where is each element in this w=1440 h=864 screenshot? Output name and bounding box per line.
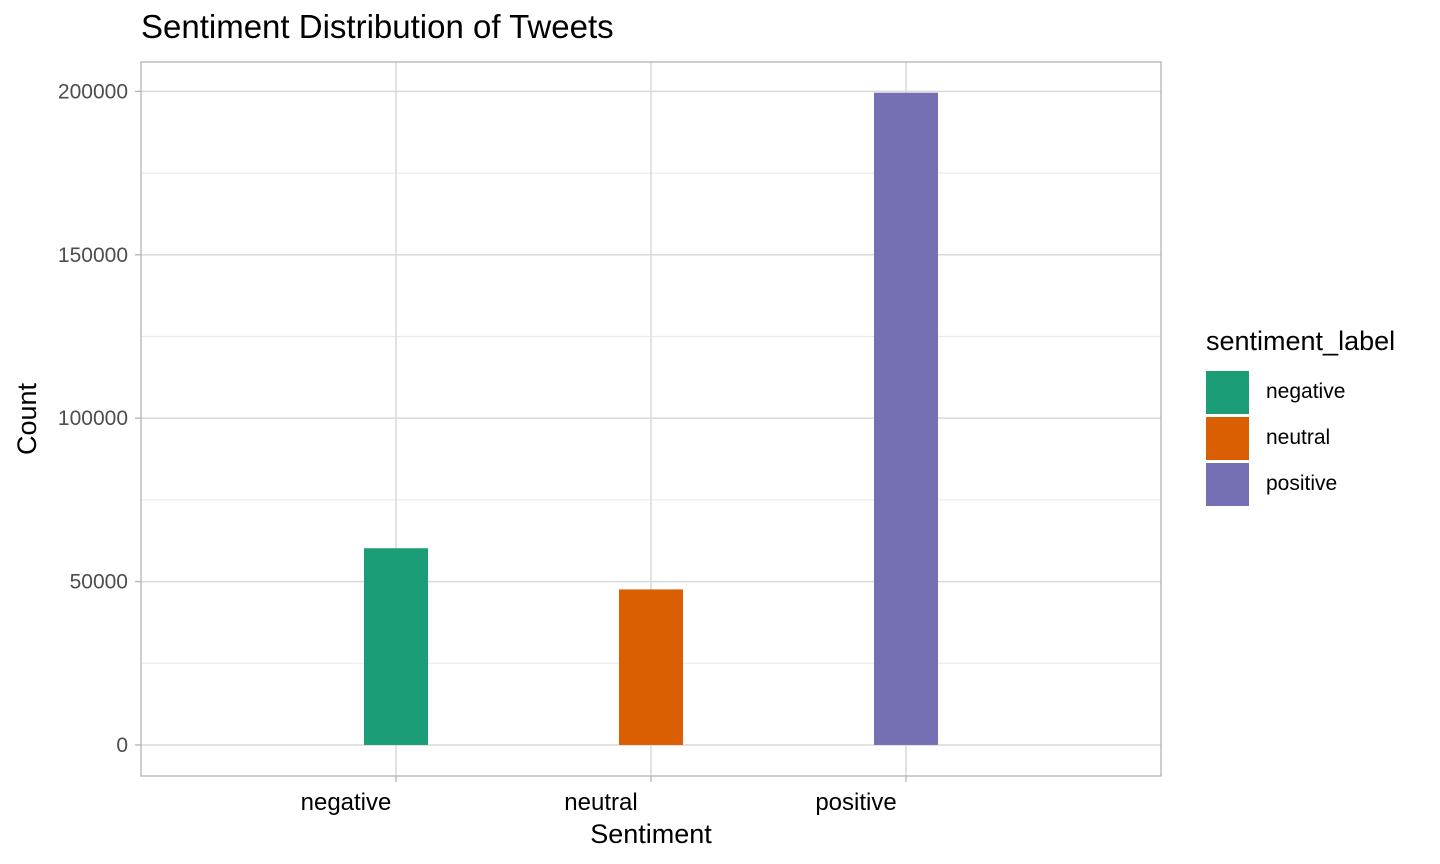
legend-swatch-neutral (1206, 416, 1249, 460)
x-tick-label: positive (815, 789, 896, 816)
y-tick-label: 100000 (58, 407, 128, 430)
legend-label-neutral: neutral (1266, 426, 1331, 449)
legend-item-negative: negative (1206, 369, 1395, 415)
axes: 0 50000 100000 150000 200000 negative neutral p… (58, 80, 907, 816)
chart-title: Sentiment Distribution of Tweets (141, 8, 614, 45)
legend-label-positive: positive (1266, 472, 1338, 495)
x-tick-label: negative (301, 789, 392, 816)
x-axis-title: Sentiment (590, 819, 712, 849)
bar-neutral (619, 589, 683, 745)
legend-swatch-negative (1206, 370, 1249, 414)
bar-positive (874, 92, 938, 745)
bars (364, 92, 938, 745)
legend: sentiment_label negative neutral positiv… (1206, 326, 1395, 507)
y-tick-label: 150000 (58, 244, 128, 267)
legend-label-negative: negative (1266, 380, 1346, 403)
y-axis-title: Count (12, 382, 42, 455)
x-tick-label: neutral (564, 789, 637, 816)
legend-item-neutral: neutral (1206, 415, 1395, 461)
y-tick-label: 200000 (58, 80, 128, 103)
y-tick-label: 50000 (70, 571, 128, 594)
legend-swatch-positive (1206, 462, 1249, 506)
legend-item-positive: positive (1206, 461, 1395, 507)
bar-negative (364, 548, 428, 745)
y-tick-label: 0 (116, 734, 128, 757)
legend-title: sentiment_label (1206, 326, 1396, 356)
